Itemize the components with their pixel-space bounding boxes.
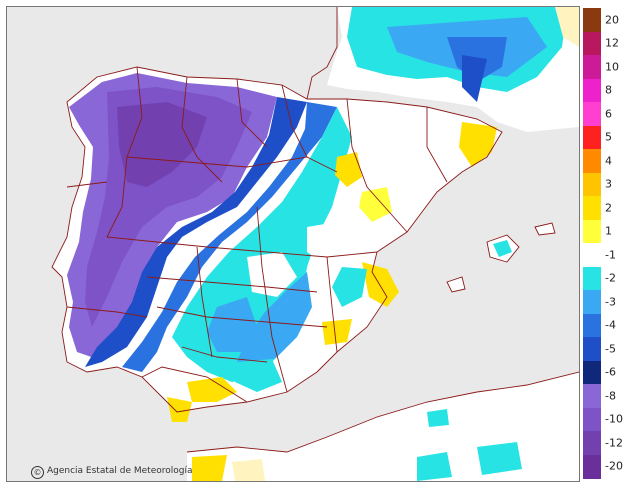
iberia-warm-spot-ebro <box>359 187 392 222</box>
legend-label: -1 <box>605 248 616 262</box>
legend-label: 8 <box>605 83 612 97</box>
legend-swatch <box>583 55 601 79</box>
france-warm-corner <box>555 7 579 47</box>
legend-label: 2 <box>605 201 612 215</box>
legend-swatch <box>583 360 601 385</box>
legend-label: 20 <box>605 13 619 27</box>
legend-swatch <box>583 8 601 32</box>
north-africa-cyan-2 <box>477 442 522 475</box>
legend-swatch <box>583 102 601 126</box>
iberia-cold-cyan-levante <box>332 267 367 307</box>
legend-label: 12 <box>605 36 619 50</box>
temperature-anomaly-map <box>6 6 580 482</box>
map-canvas <box>7 7 579 481</box>
north-africa-cyan-1 <box>417 452 452 481</box>
legend-label: -10 <box>605 412 623 426</box>
island-outlines <box>186 222 579 453</box>
north-africa-warm-2 <box>232 459 265 481</box>
legend-swatch <box>583 149 601 173</box>
legend-swatch <box>583 337 601 361</box>
legend-swatch <box>583 407 601 432</box>
legend-label: -3 <box>605 295 616 309</box>
legend-swatch <box>583 313 601 338</box>
iberia-warm-spot-andalusia <box>187 377 237 402</box>
north-africa-warm-1 <box>192 455 227 481</box>
legend-swatch <box>583 31 601 56</box>
iberia-warm-spot-catalonia <box>459 122 497 167</box>
legend-swatch <box>583 384 601 408</box>
iberia-cold-cyan-andalusia <box>235 359 282 392</box>
legend-label: 10 <box>605 60 619 74</box>
legend-label: 3 <box>605 177 612 191</box>
legend-label: -12 <box>605 436 623 450</box>
legend-swatch <box>583 243 601 267</box>
legend-swatch <box>583 78 601 103</box>
legend-swatch <box>583 266 601 291</box>
mallorca-cyan <box>493 240 512 257</box>
legend-label: -5 <box>605 342 616 356</box>
legend-label: 1 <box>605 224 612 238</box>
iberia-neutral-patch-1 <box>247 252 297 297</box>
france-cold-navy <box>462 55 487 102</box>
legend-swatch <box>583 172 601 197</box>
iberia-cold-lightblue-south <box>207 297 257 352</box>
iberia-warm-spot-murcia <box>322 319 352 345</box>
region-boundaries <box>51 7 503 413</box>
legend-swatch <box>583 219 601 244</box>
legend-swatch <box>583 431 601 455</box>
north-africa-cyan-3 <box>427 409 449 427</box>
legend-label: -4 <box>605 318 616 332</box>
anomaly-color-legend <box>583 8 601 479</box>
iberia-warm-spot-aragon <box>335 152 362 187</box>
legend-swatch <box>583 125 601 150</box>
legend-label: -20 <box>605 459 623 473</box>
legend-label: 4 <box>605 154 612 168</box>
iberia-cold-blue-band <box>122 102 337 372</box>
iberia-warm-spot-cadiz <box>167 397 192 422</box>
legend-label: 6 <box>605 107 612 121</box>
legend-label: -8 <box>605 389 616 403</box>
legend-swatch <box>583 454 601 479</box>
iberia-warm-spot-valencia <box>362 262 399 307</box>
legend-swatch <box>583 290 601 314</box>
iberia-cold-navy-band <box>85 97 307 367</box>
legend-swatch <box>583 196 601 220</box>
legend-label: -6 <box>605 365 616 379</box>
map-credit: Agencia Estatal de Meteorología <box>47 466 193 476</box>
legend-label: -2 <box>605 271 616 285</box>
copyright-icon: © <box>31 466 44 479</box>
legend-label: 5 <box>605 130 612 144</box>
iberia-cold-lightblue-center <box>237 272 312 369</box>
